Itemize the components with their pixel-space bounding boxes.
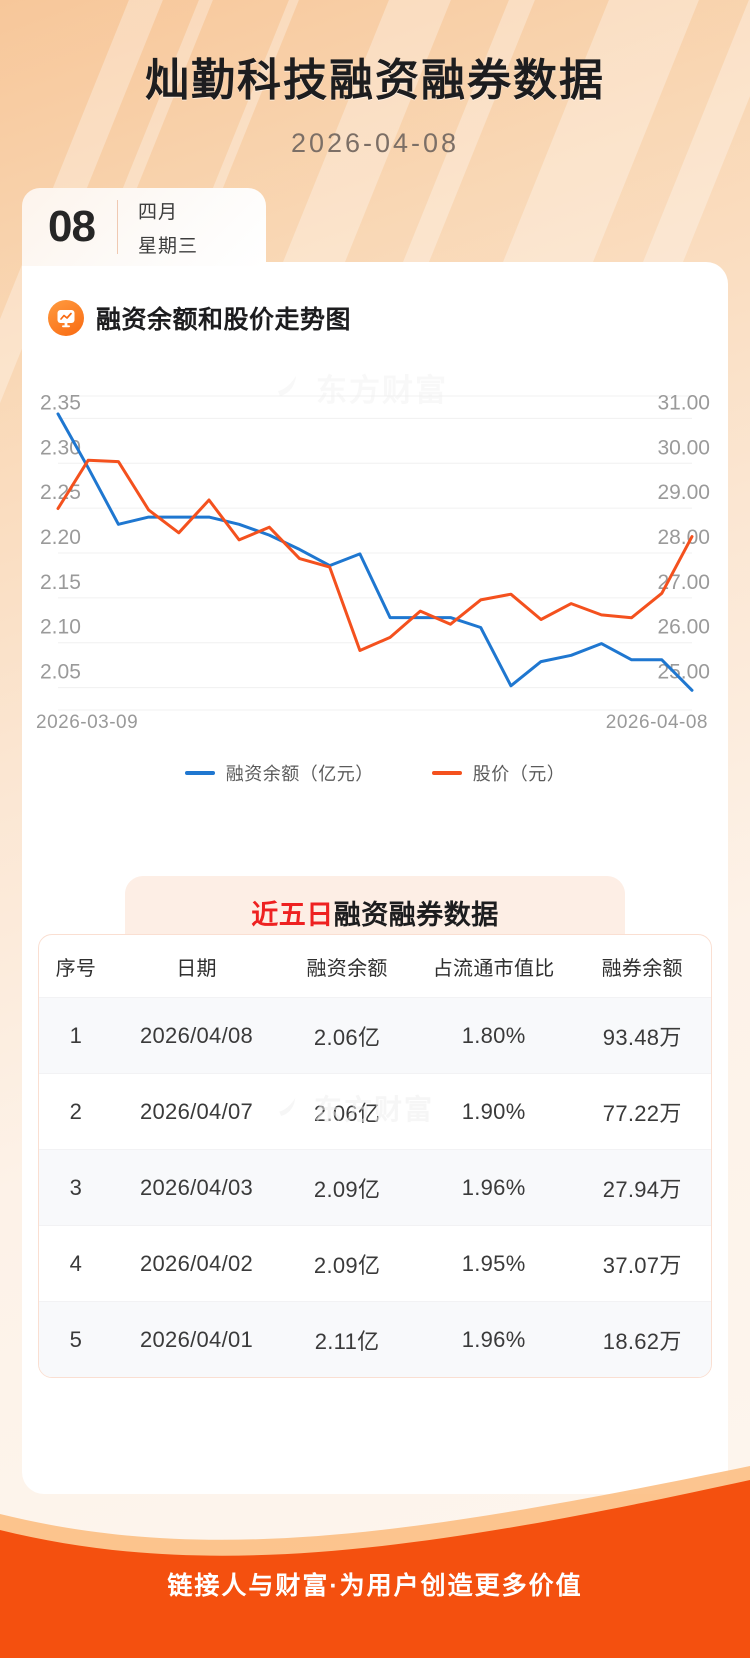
- cell-index: 4: [69, 1250, 83, 1276]
- date-card-divider: [116, 200, 118, 254]
- column-header-index: 序号: [55, 957, 97, 980]
- x-axis-end-label: 2026-04-08: [605, 712, 708, 733]
- cell-date: 2026/04/03: [139, 1174, 254, 1200]
- cell-index: 3: [69, 1174, 83, 1200]
- date-card-day: 08: [48, 202, 96, 251]
- cell-index: 2: [69, 1098, 83, 1124]
- cell-securities-balance: 27.94万: [602, 1176, 682, 1202]
- cell-date: 2026/04/02: [139, 1250, 254, 1276]
- svg-text:27.00: 27.00: [657, 571, 710, 594]
- cell-financing-balance: 2.09亿: [313, 1176, 381, 1202]
- cell-market-ratio: 1.96%: [461, 1326, 526, 1352]
- table-card: 近五日融资融券数据 序号 日期 融资余额 占流通市值比 融券余额 1 2026/…: [22, 862, 728, 1494]
- cell-date: 2026/04/08: [139, 1022, 254, 1048]
- date-card-weekday: 星期三: [137, 235, 198, 257]
- chart-legend: 融资余额（亿元） 股价（元）: [22, 760, 728, 786]
- footer-curve: [0, 1466, 750, 1658]
- cell-market-ratio: 1.90%: [461, 1098, 526, 1124]
- trend-monitor-icon: [48, 300, 84, 336]
- cell-market-ratio: 1.96%: [461, 1174, 526, 1200]
- page-title: 灿勤科技融资融券数据: [145, 56, 605, 105]
- svg-text:28.00: 28.00: [657, 526, 710, 549]
- table-row[interactable]: 3 2026/04/03 2.09亿 1.96% 27.94万: [39, 1149, 711, 1225]
- svg-text:29.00: 29.00: [657, 481, 710, 504]
- cell-securities-balance: 93.48万: [602, 1024, 682, 1050]
- cell-financing-balance: 2.09亿: [313, 1252, 381, 1278]
- table-title-rest: 融资融券数据: [333, 899, 499, 930]
- cell-financing-balance: 2.06亿: [313, 1100, 381, 1126]
- column-header-date: 日期: [176, 957, 217, 980]
- cell-date: 2026/04/07: [139, 1098, 254, 1124]
- table-row[interactable]: 4 2026/04/02 2.09亿 1.95% 37.07万: [39, 1225, 711, 1301]
- footer-slogan: 链接人与财富·为用户创造更多价值: [167, 1572, 583, 1600]
- table-row[interactable]: 5 2026/04/01 2.11亿 1.96% 18.62万: [39, 1301, 711, 1377]
- financing-data-table: 序号 日期 融资余额 占流通市值比 融券余额 1 2026/04/08 2.06…: [38, 934, 712, 1378]
- date-card-month: 四月: [137, 201, 178, 223]
- svg-text:26.00: 26.00: [657, 616, 710, 639]
- cell-market-ratio: 1.95%: [461, 1250, 526, 1276]
- cell-financing-balance: 2.11亿: [314, 1328, 380, 1354]
- legend-item-financing: 融资余额（亿元）: [184, 760, 374, 786]
- page-footer: 链接人与财富·为用户创造更多价值: [0, 1418, 750, 1658]
- content-sheet: 融资余额和股价走势图 东方财富 2.35 2.30 2.25 2.20 2.15 2.10…: [22, 262, 728, 1494]
- chart-plot-area: 东方财富 2.35 2.30 2.25 2.20 2.15 2.10 2.05 31.00 3…: [22, 358, 728, 798]
- svg-text:2.10: 2.10: [40, 616, 81, 639]
- chart-section-header: 融资余额和股价走势图: [22, 262, 728, 336]
- date-card: 08 四月 星期三: [22, 188, 266, 266]
- legend-item-price: 股价（元）: [431, 760, 566, 786]
- svg-text:2.15: 2.15: [40, 571, 81, 594]
- table-title-highlight: 近五日: [251, 899, 334, 930]
- chart-title: 融资余额和股价走势图: [96, 306, 352, 334]
- table-title: 近五日融资融券数据: [251, 893, 499, 932]
- cell-securities-balance: 18.62万: [602, 1328, 682, 1354]
- svg-text:2.05: 2.05: [40, 661, 81, 684]
- cell-date: 2026/04/01: [139, 1326, 254, 1352]
- cell-securities-balance: 37.07万: [602, 1252, 682, 1278]
- column-header-financing-balance: 融资余额: [306, 957, 388, 980]
- svg-text:2.30: 2.30: [40, 436, 81, 459]
- cell-financing-balance: 2.06亿: [313, 1024, 381, 1050]
- svg-text:25.00: 25.00: [657, 661, 710, 684]
- legend-swatch-financing: [184, 771, 215, 775]
- svg-text:2.25: 2.25: [40, 481, 81, 504]
- svg-text:31.00: 31.00: [657, 391, 710, 414]
- chart-card: 融资余额和股价走势图 东方财富 2.35 2.30 2.25 2.20 2.15 2.10…: [22, 262, 728, 840]
- legend-label-financing: 融资余额（亿元）: [225, 764, 374, 784]
- page-date: 2026-04-08: [290, 128, 460, 158]
- table-row[interactable]: 1 2026/04/08 2.06亿 1.80% 93.48万: [39, 997, 711, 1073]
- legend-label-price: 股价（元）: [472, 764, 566, 784]
- page-header: 灿勤科技融资融券数据 2026-04-08: [0, 0, 750, 159]
- table-header-row: 序号 日期 融资余额 占流通市值比 融券余额: [39, 935, 711, 997]
- x-axis-start-label: 2026-03-09: [36, 712, 139, 733]
- svg-text:30.00: 30.00: [657, 436, 710, 459]
- table-row[interactable]: 2 2026/04/07 2.06亿 1.90% 77.22万: [39, 1073, 711, 1149]
- cell-index: 1: [69, 1022, 83, 1048]
- column-header-market-ratio: 占流通市值比: [432, 957, 555, 980]
- column-header-securities-balance: 融券余额: [601, 957, 683, 980]
- cell-market-ratio: 1.80%: [461, 1022, 526, 1048]
- chart-svg: 2.35 2.30 2.25 2.20 2.15 2.10 2.05 31.00 30.00 2…: [40, 391, 710, 711]
- cell-securities-balance: 77.22万: [602, 1100, 682, 1126]
- legend-swatch-price: [431, 771, 462, 775]
- cell-index: 5: [69, 1326, 83, 1352]
- svg-text:2.20: 2.20: [40, 526, 81, 549]
- svg-text:2.35: 2.35: [40, 391, 81, 414]
